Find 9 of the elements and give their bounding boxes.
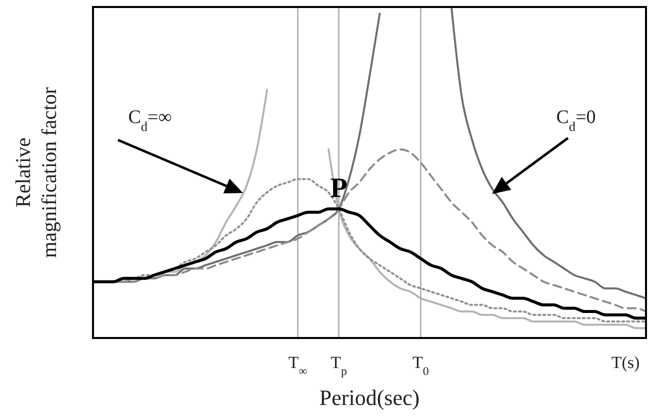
x-axis-title: Period(sec) [319,385,420,410]
annotation: C$_{d}$=∞ [128,107,172,134]
x-tick-label: T(s) [611,353,640,372]
annotation: P [330,172,348,204]
x-tick-label: T$_{0}$ [412,353,429,378]
x-tick-label: T$_{∞}$ [288,353,308,378]
x-tick-label: T$_{p}$ [330,353,347,378]
y-axis-title: Relative magnification factor [11,87,61,258]
annotation: C$_{d}$=0 [556,107,596,134]
